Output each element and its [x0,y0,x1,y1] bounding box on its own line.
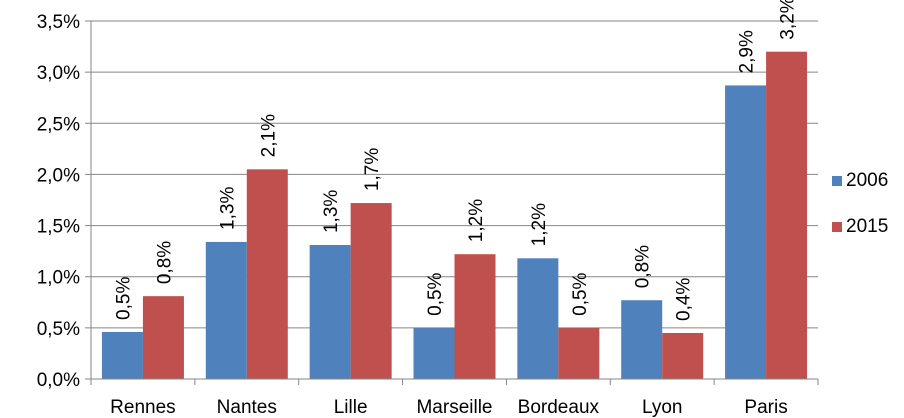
data-label: 1,7% [362,148,383,191]
data-label: 1,3% [217,187,238,230]
legend-swatch-2006 [832,176,842,186]
y-tick-label: 0,5% [37,319,80,340]
legend-swatch-2015 [832,222,842,232]
x-tick-label: Lille [334,397,368,418]
y-tick-label: 3,5% [37,12,80,33]
x-tick-label: Paris [744,397,787,418]
bar [309,245,351,379]
y-tick-label: 1,0% [37,268,80,289]
bar [142,296,184,379]
legend-item-2006: 2006 [832,170,888,192]
legend-label-2015: 2015 [846,216,889,237]
bars [101,51,808,379]
bar [766,51,808,379]
y-axis: 0,0% 0,5% 1,0% 1,5% 2,0% 2,5% 3,0% 3,5% [37,12,92,391]
data-label: 0,5% [570,272,591,315]
bar [101,331,143,379]
bar [725,85,767,379]
x-tick-label: Marseille [416,397,492,418]
x-tick-label: Bordeaux [518,397,600,418]
data-label: 1,3% [321,190,342,233]
data-label: 0,8% [154,241,175,284]
bar [517,258,559,379]
bar [413,327,455,379]
bar [662,332,704,379]
x-axis: Rennes Nantes Lille Marseille Bordeaux Lyon Pa… [90,378,819,418]
data-label: 3,2% [778,0,799,40]
bar [621,300,663,379]
data-label: 0,5% [425,272,446,315]
bar [558,327,600,379]
y-tick-label: 1,5% [37,217,80,238]
data-label: 2,1% [258,114,279,157]
data-label: 1,2% [466,199,487,242]
data-label: 0,5% [113,277,134,320]
data-label: 2,9% [737,30,758,73]
y-tick-label: 3,0% [37,63,80,84]
data-label: 1,2% [529,203,550,246]
bar [246,169,288,379]
legend-label-2006: 2006 [846,170,889,191]
x-tick-label: Nantes [217,397,277,418]
legend: 2006 2015 [832,170,888,262]
bar [350,203,392,379]
y-tick-label: 2,0% [37,165,80,186]
data-label: 0,8% [633,245,654,288]
y-tick-label: 0,0% [37,370,80,391]
x-tick-label: Rennes [110,397,176,418]
data-label: 0,4% [674,278,695,321]
legend-item-2015: 2015 [832,216,888,238]
bar [454,254,496,379]
x-tick-label: Lyon [642,397,683,418]
y-tick-label: 2,5% [37,114,80,135]
data-labels: 0,5% 0,8% 1,3% 2,1% 1,3% 1,7% 0,5% 1,2% 1,2% 0,5%… [113,0,798,321]
bar [205,241,247,379]
